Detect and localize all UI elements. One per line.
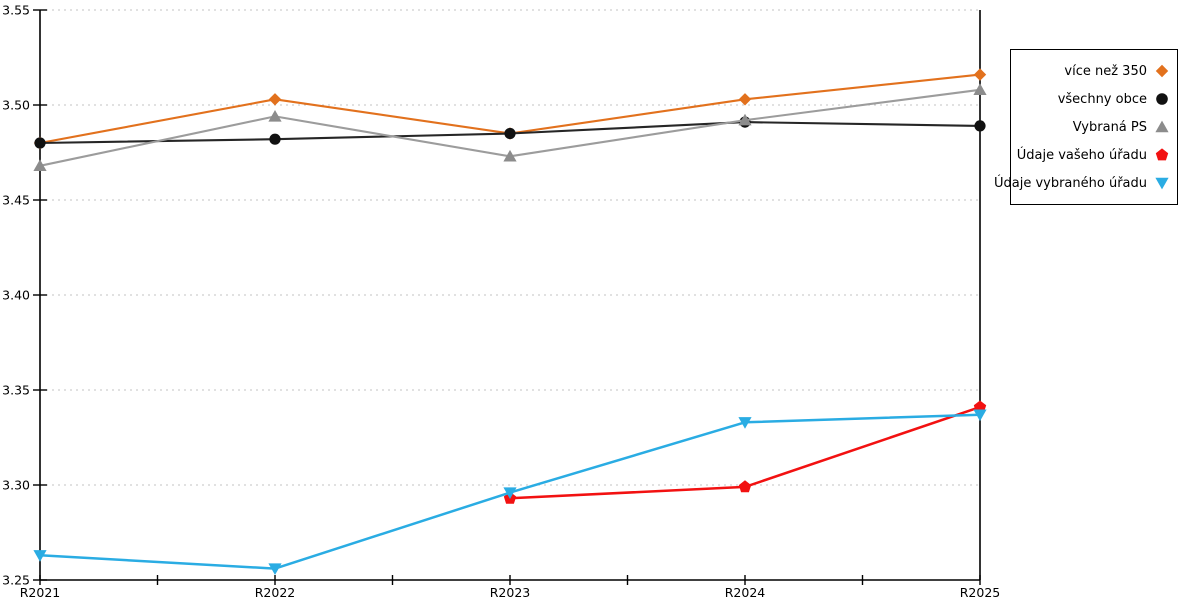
legend-marker-pentagon-icon [1154, 147, 1170, 163]
legend-marker-triangle-up-icon [1154, 119, 1170, 135]
legend-marker-diamond-icon [1154, 63, 1170, 79]
data-point-circle-icon [269, 133, 281, 145]
data-point-triangle-up-icon [973, 83, 987, 95]
y-tick-label: 3.30 [2, 478, 30, 493]
data-point-triangle-down-icon [738, 417, 752, 429]
data-point-pentagon-icon [738, 480, 752, 493]
y-tick-label: 3.50 [2, 98, 30, 113]
y-tick-label: 3.35 [2, 383, 30, 398]
legend-item: všechny obce [1017, 85, 1170, 113]
data-point-diamond-icon [973, 68, 987, 81]
data-point-diamond-icon [738, 93, 752, 106]
data-point-triangle-up-icon [33, 159, 47, 171]
legend: více než 350 všechny obce Vybraná PS Úda… [994, 49, 1178, 205]
legend-label: Vybraná PS [1072, 119, 1147, 135]
data-point-diamond-icon [268, 93, 282, 106]
data-point-triangle-down-icon [973, 409, 987, 422]
x-tick-label: R2022 [255, 585, 296, 600]
y-tick-label: 3.55 [2, 3, 30, 18]
x-tick-label: R2021 [20, 585, 61, 600]
data-point-circle-icon [974, 120, 986, 132]
legend-label: více než 350 [1064, 63, 1147, 79]
legend-label: Údaje vybraného úřadu [993, 175, 1147, 191]
legend-item: Vybraná PS [1017, 113, 1170, 141]
y-tick-label: 3.25 [2, 573, 30, 588]
x-tick-label: R2025 [960, 585, 1001, 600]
legend-item: Údaje vybraného úřadu [994, 169, 1170, 197]
data-point-circle-icon [504, 127, 516, 140]
legend-marker-circle-icon [1154, 91, 1170, 107]
legend-label: Údaje vašeho úřadu [1016, 147, 1147, 163]
legend-label: všechny obce [1057, 91, 1147, 107]
y-tick-label: 3.45 [2, 193, 30, 208]
data-point-triangle-up-icon [738, 113, 752, 126]
data-point-triangle-up-icon [268, 110, 282, 122]
x-tick-label: R2024 [725, 585, 766, 600]
legend-item: více než 350 [1017, 57, 1170, 85]
x-tick-label: R2023 [490, 585, 531, 600]
legend-marker-triangle-down-icon [1154, 175, 1170, 191]
data-point-triangle-up-icon [503, 149, 517, 162]
data-point-triangle-down-icon [33, 550, 47, 562]
y-tick-label: 3.40 [2, 288, 30, 303]
data-point-circle-icon [34, 137, 46, 149]
data-point-triangle-down-icon [268, 563, 282, 575]
legend-item: Údaje vašeho úřadu [1017, 141, 1170, 169]
data-point-triangle-down-icon [503, 487, 517, 499]
